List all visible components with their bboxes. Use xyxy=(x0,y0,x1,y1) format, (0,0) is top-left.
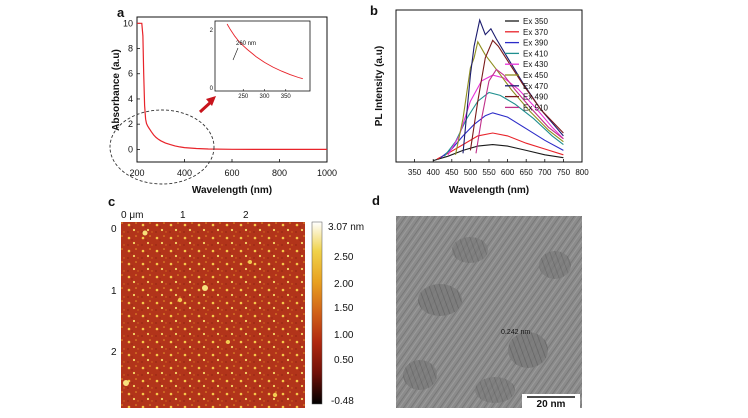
colorbar-tick-0: 3.07 nm xyxy=(328,222,364,233)
inset-ticks: 250 300 350 0 2 xyxy=(210,28,292,100)
pl-series-ex-490 xyxy=(469,39,564,151)
inset-annotation-label: 260 nm xyxy=(236,41,256,47)
pl-x-tick-label: 650 xyxy=(520,168,534,177)
inset-pointer-arrowhead xyxy=(206,96,216,106)
scalebar-label: 20 nm xyxy=(537,399,566,410)
pl-series-ex-390 xyxy=(440,112,564,159)
afm-grain xyxy=(123,380,129,386)
absorbance-series-line xyxy=(137,22,327,150)
absorbance-y-axis-title: Absorbance (a.u) xyxy=(111,49,122,131)
pl-plot-frame xyxy=(395,9,583,163)
inset-series-line xyxy=(226,23,303,80)
afm-height-map xyxy=(121,222,305,408)
absorbance-y-tick-label: 6 xyxy=(128,69,133,79)
legend-label: Ex 350 xyxy=(523,17,548,26)
legend-label: Ex 510 xyxy=(523,103,548,112)
absorbance-x-tick-label: 600 xyxy=(224,168,239,178)
tem-nanoparticle xyxy=(452,237,488,263)
legend-label: Ex 490 xyxy=(523,93,548,102)
colorbar-tick-3: 1.50 xyxy=(334,303,354,314)
afm-image-panel: 0 μm 1 2 0 1 2 3.07 nm 2.50 2.00 1.50 1.… xyxy=(111,210,364,408)
pl-x-tick-label: 350 xyxy=(408,168,422,177)
absorbance-ticks: 200 400 600 800 1000 0 2 4 6 8 10 xyxy=(123,18,337,178)
panel-letter-a: a xyxy=(117,5,125,20)
inset-x-tick-label: 300 xyxy=(259,94,270,100)
panel-letter-b: b xyxy=(370,3,378,18)
absorbance-y-tick-label: 2 xyxy=(128,119,133,129)
tem-nanoparticle xyxy=(418,284,462,316)
colorbar-tick-1: 2.50 xyxy=(334,252,354,263)
tem-nanoparticle xyxy=(403,360,437,390)
panel-letter-d: d xyxy=(372,193,380,208)
afm-grain xyxy=(142,230,148,236)
afm-y-tick-2: 2 xyxy=(111,347,117,358)
pl-x-tick-label: 450 xyxy=(445,168,459,177)
afm-grain xyxy=(177,297,183,303)
afm-x-tick-2: 2 xyxy=(243,210,249,221)
absorbance-y-tick-label: 4 xyxy=(128,94,133,104)
colorbar-tick-5: 0.50 xyxy=(334,355,354,366)
afm-y-tick-0: 0 xyxy=(111,224,117,235)
inset-x-tick-label: 350 xyxy=(281,94,292,100)
afm-grain xyxy=(202,285,208,291)
absorbance-y-tick-label: 8 xyxy=(128,44,133,54)
pl-y-axis-title: PL Intensity (a.u) xyxy=(374,46,385,126)
tem-lattice-spacing-label: 0.242 nm xyxy=(501,329,530,336)
afm-colorbar xyxy=(311,221,323,405)
pl-x-tick-label: 800 xyxy=(575,168,589,177)
legend-label: Ex 470 xyxy=(523,82,548,91)
pl-series-lines xyxy=(433,18,564,162)
absorbance-x-tick-label: 400 xyxy=(177,168,192,178)
panel-letter-c: c xyxy=(108,194,115,209)
pl-x-tick-label: 500 xyxy=(464,168,478,177)
pl-x-tick-label: 750 xyxy=(557,168,571,177)
legend-label: Ex 390 xyxy=(523,39,548,48)
colorbar-tick-2: 2.00 xyxy=(334,279,354,290)
tem-image-panel: 0.242 nm 20 nm xyxy=(396,216,582,410)
pl-x-tick-label: 700 xyxy=(538,168,552,177)
pl-x-axis-title: Wavelength (nm) xyxy=(449,185,529,196)
colorbar-tick-4: 1.00 xyxy=(334,330,354,341)
tem-nanoparticle xyxy=(508,332,548,368)
afm-x-tick-0: 0 μm xyxy=(121,210,143,221)
legend-label: Ex 450 xyxy=(523,71,548,80)
absorbance-x-tick-label: 200 xyxy=(129,168,144,178)
tem-nanoparticle xyxy=(539,251,571,279)
afm-grain xyxy=(226,340,230,344)
absorbance-x-axis-title: Wavelength (nm) xyxy=(192,185,272,196)
absorbance-y-tick-label: 10 xyxy=(123,18,133,28)
pl-ticks: 350 400 450 500 550 600 650 700 750 800 xyxy=(408,159,589,177)
legend-label: Ex 430 xyxy=(523,60,548,69)
absorbance-x-tick-label: 1000 xyxy=(317,168,337,178)
pl-chart: 350 400 450 500 550 600 650 700 750 800 Ex 350Ex … xyxy=(374,9,589,196)
pl-series-ex-350 xyxy=(433,144,564,162)
tem-nanoparticle xyxy=(475,377,515,403)
absorbance-x-tick-label: 800 xyxy=(272,168,287,178)
pl-x-tick-label: 600 xyxy=(501,168,515,177)
pl-x-tick-label: 400 xyxy=(427,168,441,177)
afm-grain xyxy=(248,260,252,264)
inset-annotation-leader xyxy=(232,47,239,61)
pl-series-ex-370 xyxy=(436,132,564,160)
inset-y-tick-label: 0 xyxy=(210,86,214,92)
inset-y-tick-label: 2 xyxy=(210,28,214,34)
pl-series-ex-450 xyxy=(454,40,564,155)
afm-y-tick-1: 1 xyxy=(111,286,117,297)
legend-label: Ex 410 xyxy=(523,49,548,58)
colorbar-tick-6: -0.48 xyxy=(331,396,354,407)
afm-x-tick-1: 1 xyxy=(180,210,186,221)
inset-frame xyxy=(214,20,311,92)
pl-series-ex-510 xyxy=(475,68,564,154)
legend-label: Ex 370 xyxy=(523,28,548,37)
absorbance-y-tick-label: 0 xyxy=(128,144,133,154)
highlight-ellipse xyxy=(109,109,215,185)
pl-series-ex-430 xyxy=(447,74,564,156)
inset-x-tick-label: 250 xyxy=(238,94,249,100)
afm-grain xyxy=(272,392,278,398)
pl-x-tick-label: 550 xyxy=(482,168,496,177)
